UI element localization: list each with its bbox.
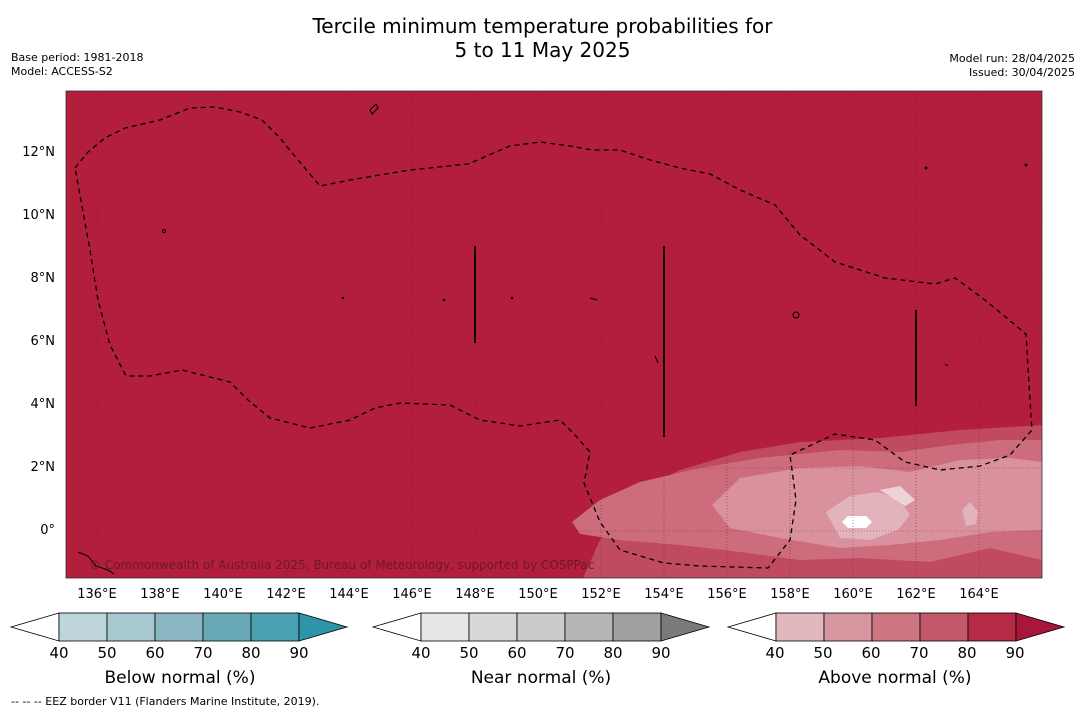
meta-right: Model run: 28/04/2025 Issued: 30/04/2025 [949,52,1075,80]
near-tick-50: 50 [459,644,479,662]
near-tick-80: 80 [603,644,623,662]
lon-tick-146e: 146°E [392,587,432,602]
below-tick-50: 50 [97,644,117,662]
lat-tick-10n: 10°N [22,208,55,223]
lon-tick-164e: 164°E [959,587,999,602]
above-tick-50: 50 [813,644,833,662]
near-colorbar-segment-4 [612,612,662,642]
below-tick-90: 90 [289,644,309,662]
map-grid [66,91,1042,578]
above-colorbar-segment-2 [871,612,921,642]
lon-tick-136e: 136°E [77,587,117,602]
prob-zone-40 [826,492,910,540]
near-colorbar-segment-3 [564,612,614,642]
eez-border [74,106,1033,569]
lon-tick-154e: 154°E [644,587,684,602]
prob-zone-35 [880,486,915,506]
above-colorbar-segment-0 [775,612,825,642]
below-colorbar-segment-3 [202,612,252,642]
copyright-text: © Commonwealth of Australia 2025, Bureau… [89,558,595,572]
model-name: Model: ACCESS-S2 [11,65,113,78]
above-tick-70: 70 [909,644,929,662]
lon-tick-138e: 138°E [140,587,180,602]
lon-tick-142e: 142°E [266,587,306,602]
map-title: Tercile minimum temperature probabilitie… [0,14,1085,62]
lon-tick-140e: 140°E [203,587,243,602]
below-colorbar-max-arrow [298,612,349,642]
islands [77,103,1028,575]
prob-zone-island [962,502,978,526]
above-tick-80: 80 [957,644,977,662]
below-tick-40: 40 [49,644,69,662]
near-normal-label: Near normal (%) [470,668,612,688]
near-colorbar-segment-2 [516,612,566,642]
above-tick-90: 90 [1005,644,1025,662]
base-period: Base period: 1981-2018 [11,51,144,64]
below-tick-60: 60 [145,644,165,662]
above-colorbar-max-arrow [1015,612,1066,642]
near-tick-40: 40 [411,644,431,662]
model-run: Model run: 28/04/2025 [949,52,1075,65]
below-colorbar-segment-0 [58,612,108,642]
below-colorbar-min-arrow [9,612,60,642]
near-tick-90: 90 [651,644,671,662]
lat-tick-6n: 6°N [30,334,56,349]
title-line-1: Tercile minimum temperature probabilitie… [312,14,773,38]
lon-tick-148e: 148°E [455,587,495,602]
near-colorbar-min-arrow [371,612,422,642]
lon-tick-156e: 156°E [707,587,747,602]
lat-tick-0: 0° [40,523,55,538]
above-colorbar-segment-4 [967,612,1017,642]
colorbars [9,612,1066,642]
lon-tick-152e: 152°E [581,587,621,602]
prob-zone-low [842,516,872,528]
lat-tick-12n: 12°N [22,145,55,160]
lon-tick-150e: 150°E [518,587,558,602]
above-tick-60: 60 [861,644,881,662]
above-colorbar-min-arrow [726,612,777,642]
issued-date: Issued: 30/04/2025 [968,66,1075,79]
lon-tick-160e: 160°E [833,587,873,602]
below-colorbar-segment-1 [106,612,156,642]
below-normal-label: Below normal (%) [104,668,256,688]
title-line-2: 5 to 11 May 2025 [454,38,631,62]
above-colorbar-segment-3 [919,612,969,642]
below-colorbar-segment-2 [154,612,204,642]
above-colorbar-segment-1 [823,612,873,642]
eez-footnote: -- -- -- EEZ border V11 (Flanders Marine… [11,695,320,708]
lon-tick-158e: 158°E [770,587,810,602]
near-colorbar-segment-1 [468,612,518,642]
meta-left: Base period: 1981-2018 Model: ACCESS-S2 [11,51,143,79]
above-normal-label: Above normal (%) [818,668,972,688]
below-tick-80: 80 [241,644,261,662]
above-tick-40: 40 [765,644,785,662]
map-frame [65,90,1043,579]
near-colorbar-max-arrow [660,612,711,642]
lat-tick-8n: 8°N [30,271,56,286]
near-tick-60: 60 [507,644,527,662]
near-tick-70: 70 [555,644,575,662]
lat-tick-4n: 4°N [30,397,56,412]
below-tick-70: 70 [193,644,213,662]
lat-tick-2n: 2°N [30,460,56,475]
near-colorbar-segment-0 [420,612,470,642]
lon-tick-162e: 162°E [896,587,936,602]
lon-tick-144e: 144°E [329,587,369,602]
below-colorbar-segment-4 [250,612,300,642]
